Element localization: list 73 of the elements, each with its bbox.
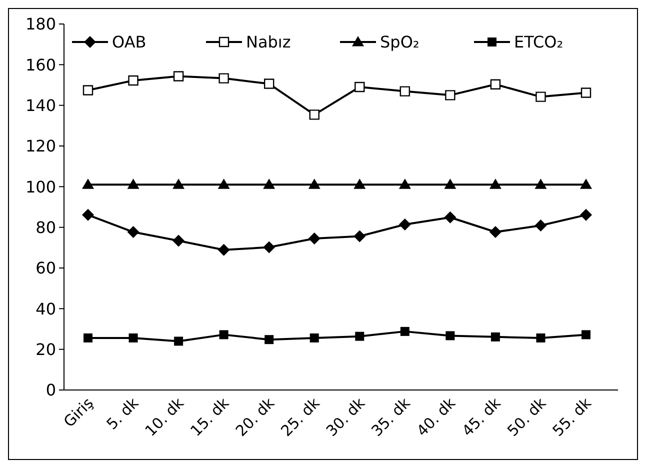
point — [398, 178, 411, 189]
point — [310, 333, 319, 342]
x-tick-label: 45. dk — [458, 394, 504, 440]
point — [444, 178, 456, 189]
x-tick-label: 35. dk — [368, 394, 414, 440]
point — [219, 330, 228, 340]
point — [582, 330, 590, 340]
x-tick-label: 30. dk — [322, 394, 369, 440]
point — [84, 333, 92, 342]
point — [400, 326, 410, 336]
point — [82, 85, 94, 96]
point — [264, 335, 274, 344]
x-tick-label: 10. dk — [142, 394, 188, 440]
point — [308, 178, 320, 189]
point — [489, 226, 502, 238]
x-tick-label: 5. dk — [103, 394, 142, 434]
x-tick-label: 15. dk — [186, 394, 233, 440]
y-tick-label: 40 — [36, 299, 56, 318]
y-tick-label: 80 — [36, 218, 56, 237]
point — [82, 178, 94, 189]
point — [536, 92, 546, 102]
point — [355, 332, 364, 341]
legend-label: OAB — [112, 32, 146, 52]
point — [490, 332, 500, 342]
point — [127, 178, 140, 189]
point — [173, 71, 184, 82]
legend-label: SpO₂ — [380, 32, 420, 52]
point — [445, 90, 456, 100]
point — [354, 230, 366, 242]
point — [534, 220, 547, 232]
point — [264, 78, 274, 89]
point — [128, 75, 138, 86]
point — [174, 336, 184, 346]
point — [128, 333, 138, 342]
point — [446, 331, 455, 340]
point — [309, 110, 320, 120]
point — [354, 82, 365, 92]
point — [218, 244, 230, 256]
y-tick-label: 120 — [25, 136, 56, 156]
x-tick-label: 40. dk — [413, 394, 460, 440]
x-tick-label: 20. dk — [232, 394, 278, 440]
point — [444, 211, 456, 224]
y-tick-label: 160 — [25, 55, 56, 74]
point — [354, 178, 366, 189]
point — [398, 218, 411, 230]
point — [82, 208, 94, 221]
point — [534, 178, 547, 189]
point — [218, 178, 230, 189]
point — [218, 73, 229, 84]
x-tick-label: 25. dk — [277, 394, 324, 440]
y-tick-label: 20 — [36, 340, 56, 359]
legend-label: ETCO₂ — [514, 32, 564, 52]
y-tick-label: 100 — [25, 177, 56, 196]
point — [580, 178, 592, 189]
point — [263, 241, 276, 254]
y-tick-label: 0 — [46, 380, 56, 400]
point — [580, 88, 592, 98]
x-tick-label: 55. dk — [548, 394, 596, 440]
point — [400, 86, 410, 96]
point — [308, 232, 320, 245]
y-tick-label: 140 — [25, 96, 56, 115]
point — [127, 226, 140, 238]
point — [580, 208, 592, 221]
x-tick-label: 50. dk — [504, 394, 550, 440]
point — [172, 234, 185, 247]
point — [490, 79, 501, 90]
point — [536, 333, 546, 342]
y-tick-label: 60 — [36, 258, 56, 278]
point — [263, 178, 276, 189]
point — [172, 178, 185, 189]
y-tick-label: 180 — [25, 14, 56, 34]
point — [489, 178, 502, 189]
legend-label: Nabız — [246, 32, 291, 52]
